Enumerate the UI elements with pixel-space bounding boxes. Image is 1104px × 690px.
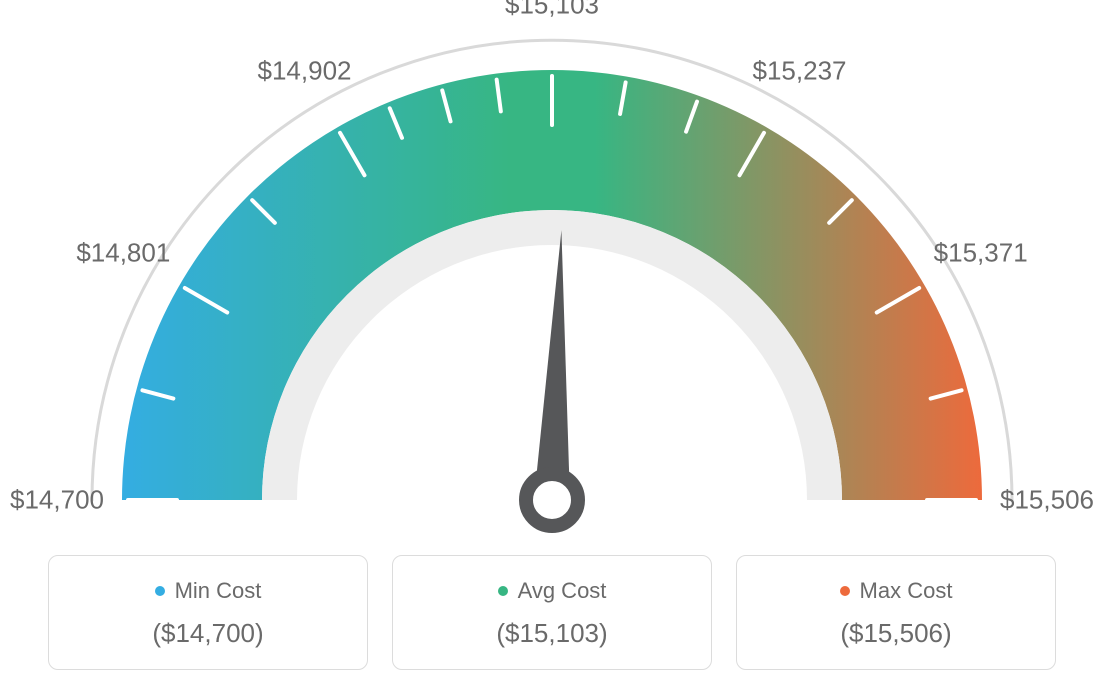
legend-card-min: Min Cost ($14,700) <box>48 555 368 670</box>
legend-avg-title: Avg Cost <box>518 578 607 604</box>
legend-card-avg: Avg Cost ($15,103) <box>392 555 712 670</box>
legend-max-title: Max Cost <box>860 578 953 604</box>
legend-row: Min Cost ($14,700) Avg Cost ($15,103) Ma… <box>0 555 1104 670</box>
gauge-tick-label: $15,371 <box>934 237 1028 268</box>
gauge-chart: $14,700 $14,801 $14,902 $15,103 $15,237 $15,3… <box>0 0 1104 540</box>
gauge-tick-label: $14,700 <box>10 485 104 516</box>
legend-min-dot <box>155 586 165 596</box>
gauge-svg <box>0 0 1104 540</box>
legend-avg-value: ($15,103) <box>403 618 701 649</box>
legend-avg-title-row: Avg Cost <box>498 578 607 604</box>
gauge-tick-label: $15,103 <box>505 0 599 21</box>
legend-max-title-row: Max Cost <box>840 578 953 604</box>
legend-min-title-row: Min Cost <box>155 578 262 604</box>
gauge-tick-label: $15,506 <box>1000 485 1094 516</box>
gauge-tick-label: $15,237 <box>753 56 847 87</box>
legend-avg-dot <box>498 586 508 596</box>
legend-max-dot <box>840 586 850 596</box>
legend-min-value: ($14,700) <box>59 618 357 649</box>
legend-max-value: ($15,506) <box>747 618 1045 649</box>
gauge-tick-label: $14,902 <box>258 56 352 87</box>
gauge-tick-label: $14,801 <box>76 237 170 268</box>
legend-min-title: Min Cost <box>175 578 262 604</box>
legend-card-max: Max Cost ($15,506) <box>736 555 1056 670</box>
